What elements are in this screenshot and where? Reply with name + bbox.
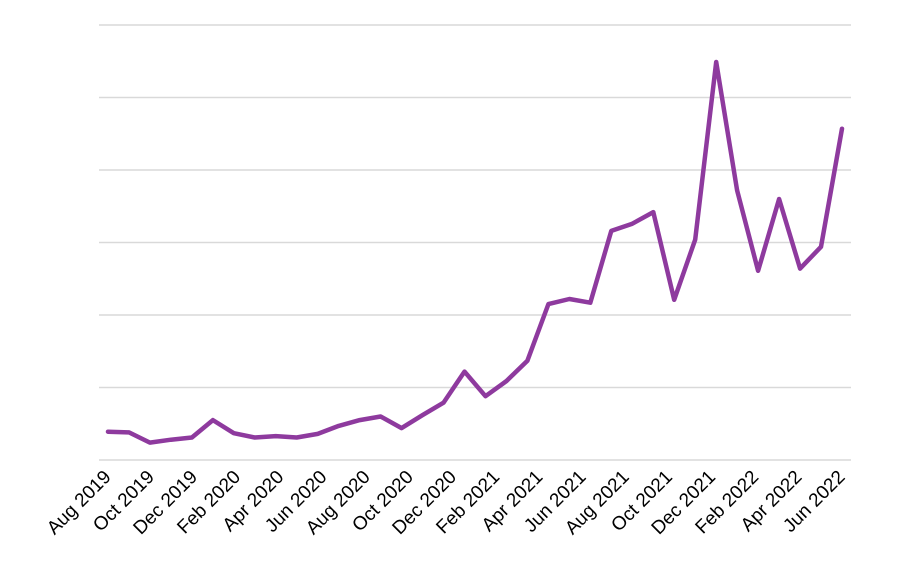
gridlines	[99, 24, 851, 461]
series-line	[105, 59, 845, 445]
